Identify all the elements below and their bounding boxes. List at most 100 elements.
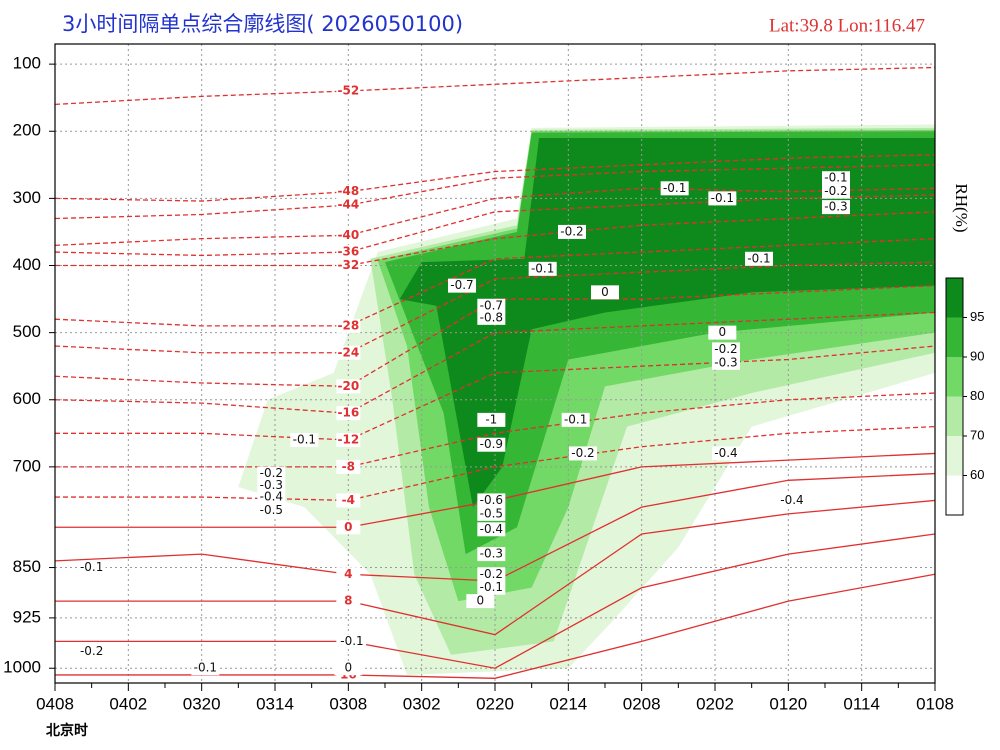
isotherm-label: -4 (342, 493, 355, 507)
omega-label: -0.6 (480, 493, 503, 507)
isotherm-label: -12 (337, 433, 359, 447)
isotherm (55, 66, 935, 106)
omega-label: -0.4 (260, 490, 283, 504)
isotherm (55, 154, 935, 202)
omega-label: -0.4 (780, 493, 803, 507)
plot: -52-48-44-40-36-32-28-24-20-16-12-8-4048… (55, 44, 935, 683)
omega-label: -0.1 (80, 560, 103, 574)
omega-label: -0.5 (260, 503, 283, 517)
omega-label-bg (477, 522, 506, 537)
colorbar-segment (946, 396, 963, 436)
omega-label: 0 (601, 285, 609, 299)
omega-label-bg (660, 181, 689, 196)
omega-label: -0.2 (571, 446, 594, 460)
omega-label-bg (477, 580, 506, 595)
x-axis-label: 北京时 (46, 722, 88, 739)
isotherm-label: -24 (337, 345, 359, 359)
colorbar-segment (946, 317, 963, 357)
omega-label-bg (290, 433, 319, 448)
isotherm (55, 194, 935, 257)
omega-label-bg (712, 446, 740, 461)
omega-label: -0.2 (260, 466, 283, 480)
omega-label: -0.7 (480, 298, 503, 312)
isotherm-label-bg (336, 83, 361, 98)
isotherm (55, 533, 935, 669)
isotherm-label: 0 (344, 520, 352, 534)
omega-label-bg (257, 478, 286, 493)
isotherm-label: -44 (337, 198, 359, 212)
omega-label: -0.1 (194, 661, 217, 675)
isotherm-label-bg (336, 406, 361, 421)
omega-label-bg (569, 446, 597, 461)
colorbar-segment (946, 436, 963, 476)
omega-label-bg (257, 503, 286, 518)
omega-label: -0.4 (714, 446, 737, 460)
omega-label: -0.3 (480, 547, 503, 561)
omega-label-bg (448, 278, 476, 293)
omega-label-bg (477, 437, 506, 452)
isotherm-label-bg (336, 567, 361, 582)
isotherm (55, 187, 935, 247)
omega-label-bg (822, 184, 850, 199)
colorbar-segment (946, 357, 963, 397)
y-tick-label: 925 (13, 607, 41, 626)
isotherm-label-bg (336, 228, 361, 243)
isotherm-label-bg (336, 258, 361, 273)
omega-label: -0.1 (293, 433, 316, 447)
isotherm-label-bg (336, 594, 361, 609)
omega-label: -1 (485, 412, 497, 426)
isotherm-label: -40 (337, 228, 359, 242)
omega-label-bg (712, 342, 740, 357)
isotherm-label: -52 (337, 83, 359, 97)
y-tick-label: 200 (13, 121, 41, 140)
y-tick-label: 700 (13, 456, 41, 475)
isotherm (55, 345, 935, 441)
isotherm-label: -20 (337, 379, 359, 393)
omega-label: -0.2 (560, 224, 583, 238)
isotherm-label: 8 (344, 594, 352, 608)
isotherm (55, 164, 935, 220)
omega-label-bg (334, 661, 363, 676)
x-tick-label: 0214 (549, 694, 587, 713)
omega-label-bg (77, 644, 106, 659)
omega-label-bg (822, 171, 850, 186)
plot-frame (54, 43, 936, 684)
omega-label-bg (561, 412, 590, 427)
isotherm-label-bg (336, 345, 361, 360)
omega-label: -0.3 (714, 355, 737, 369)
omega-label-bg (191, 661, 220, 676)
colorbar-segment (946, 278, 963, 318)
omega-label-bg (466, 594, 495, 609)
location: Lat:39.8 Lon:116.47 (769, 15, 925, 36)
omega-label-bg (712, 355, 740, 370)
y-tick-label: 500 (13, 322, 41, 341)
omega-label: -0.2 (714, 342, 737, 356)
colorbar-label: RH(%) (952, 183, 971, 232)
omega-label: -0.7 (450, 278, 473, 292)
omega-label-bg (477, 412, 506, 427)
x-tick-label: 0120 (769, 694, 807, 713)
omega-label-bg (591, 285, 619, 300)
omega-label: 0 (719, 325, 727, 339)
y-tick-label: 400 (13, 255, 41, 274)
isotherm (55, 261, 935, 354)
omega-label-bg (708, 191, 737, 206)
omega-label: -0.1 (564, 412, 587, 426)
isotherm-label-bg (336, 459, 361, 474)
isotherm (55, 425, 935, 502)
omega-label-bg (477, 310, 506, 325)
x-tick-label: 0220 (476, 694, 514, 713)
isotherm-label-bg (336, 245, 361, 260)
isotherm-label: -16 (337, 406, 359, 420)
isotherm-label-bg (336, 198, 361, 213)
colorbar-tick-label: 95 (970, 309, 984, 324)
omega-label-bg (257, 490, 286, 505)
colorbar-tick-label: 60 (970, 467, 984, 482)
isotherm (55, 311, 935, 414)
omega-label: -0.1 (747, 251, 770, 265)
omega-label: -0.9 (480, 437, 503, 451)
omega-label-bg (822, 200, 850, 215)
omega-label: -0.4 (480, 522, 503, 536)
omega-label-bg (477, 298, 506, 313)
